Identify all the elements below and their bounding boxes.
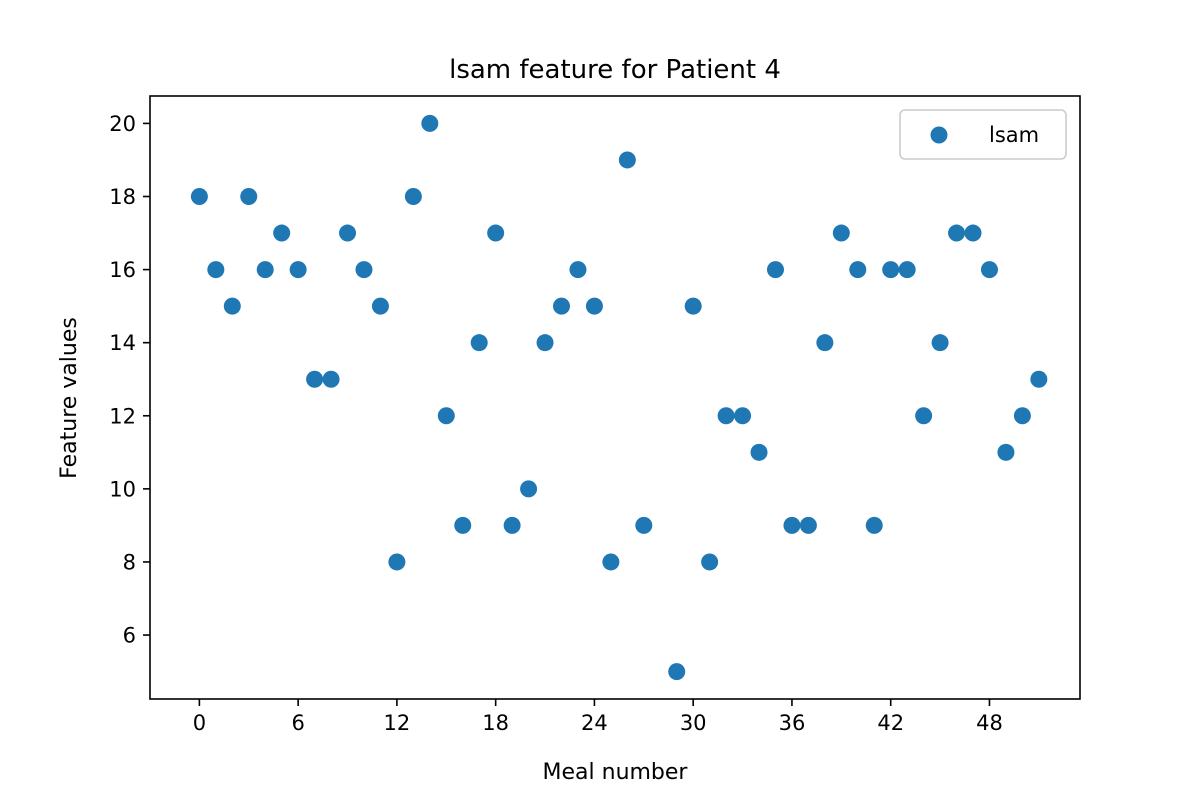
y-tick-label: 18 bbox=[109, 185, 136, 209]
data-point bbox=[585, 297, 603, 315]
y-tick-label: 16 bbox=[109, 258, 136, 282]
x-tick-label: 24 bbox=[581, 711, 608, 735]
data-point bbox=[618, 151, 636, 169]
data-point bbox=[684, 297, 702, 315]
data-point bbox=[503, 516, 521, 534]
y-tick-label: 20 bbox=[109, 112, 136, 136]
data-point bbox=[470, 334, 488, 352]
legend-label: lsam bbox=[989, 123, 1039, 147]
x-tick-label: 36 bbox=[779, 711, 806, 735]
data-point bbox=[256, 261, 274, 279]
x-tick-label: 48 bbox=[976, 711, 1003, 735]
data-points bbox=[190, 114, 1048, 681]
x-tick-label: 6 bbox=[291, 711, 304, 735]
y-tick-label: 6 bbox=[123, 624, 136, 648]
legend: lsam bbox=[899, 109, 1067, 160]
data-point bbox=[915, 407, 933, 425]
y-tick-label: 10 bbox=[109, 477, 136, 501]
y-tick-label: 12 bbox=[109, 404, 136, 428]
data-point bbox=[553, 297, 571, 315]
data-point bbox=[816, 334, 834, 352]
x-tick-label: 12 bbox=[384, 711, 411, 735]
data-point bbox=[766, 261, 784, 279]
data-point bbox=[487, 224, 505, 242]
data-point bbox=[289, 261, 307, 279]
data-point bbox=[322, 370, 340, 388]
data-point bbox=[898, 261, 916, 279]
y-tick-label: 8 bbox=[123, 550, 136, 574]
x-tick-label: 42 bbox=[877, 711, 904, 735]
data-point bbox=[273, 224, 291, 242]
data-point bbox=[635, 516, 653, 534]
data-point bbox=[948, 224, 966, 242]
data-point bbox=[701, 553, 719, 571]
data-point bbox=[849, 261, 867, 279]
data-point bbox=[536, 334, 554, 352]
data-point bbox=[190, 188, 208, 205]
x-tick-label: 18 bbox=[482, 711, 509, 735]
data-point bbox=[865, 516, 883, 534]
data-point bbox=[223, 297, 241, 315]
data-point bbox=[1013, 407, 1031, 425]
y-tick-label: 14 bbox=[109, 331, 136, 355]
data-point bbox=[207, 261, 225, 279]
data-point bbox=[832, 224, 850, 242]
data-point bbox=[602, 553, 620, 571]
data-point bbox=[964, 224, 982, 242]
legend-box bbox=[899, 109, 1067, 160]
data-point bbox=[997, 443, 1015, 461]
plot-frame bbox=[149, 95, 1081, 700]
y-axis: 6 8 10 12 14 16 18 20 bbox=[109, 112, 150, 648]
y-axis-label: Feature values bbox=[57, 317, 82, 479]
data-point bbox=[421, 114, 439, 132]
x-tick-label: 30 bbox=[680, 711, 707, 735]
data-point bbox=[388, 553, 406, 571]
data-point bbox=[437, 407, 455, 425]
data-point bbox=[306, 370, 324, 388]
chart-title: lsam feature for Patient 4 bbox=[449, 55, 781, 85]
data-point bbox=[750, 443, 768, 461]
x-axis: 0 6 12 18 24 30 36 42 48 bbox=[193, 699, 1003, 735]
plot-area bbox=[150, 96, 1080, 699]
data-point bbox=[240, 188, 258, 205]
data-point bbox=[569, 261, 587, 279]
data-point bbox=[668, 663, 686, 681]
data-point bbox=[1030, 370, 1048, 388]
data-point bbox=[355, 261, 373, 279]
data-point bbox=[371, 297, 389, 315]
data-point bbox=[931, 334, 949, 352]
data-point bbox=[520, 480, 538, 498]
data-point bbox=[799, 516, 817, 534]
data-point bbox=[339, 224, 357, 242]
legend-marker bbox=[930, 126, 948, 144]
plot-background bbox=[150, 96, 1080, 699]
data-point bbox=[734, 407, 752, 425]
data-point bbox=[454, 516, 472, 534]
data-point bbox=[404, 188, 422, 205]
x-tick-label: 0 bbox=[193, 711, 206, 735]
x-axis-label: Meal number bbox=[543, 760, 689, 785]
data-point bbox=[980, 261, 998, 279]
data-point bbox=[783, 516, 801, 534]
data-point bbox=[882, 261, 900, 279]
data-point bbox=[717, 407, 735, 425]
